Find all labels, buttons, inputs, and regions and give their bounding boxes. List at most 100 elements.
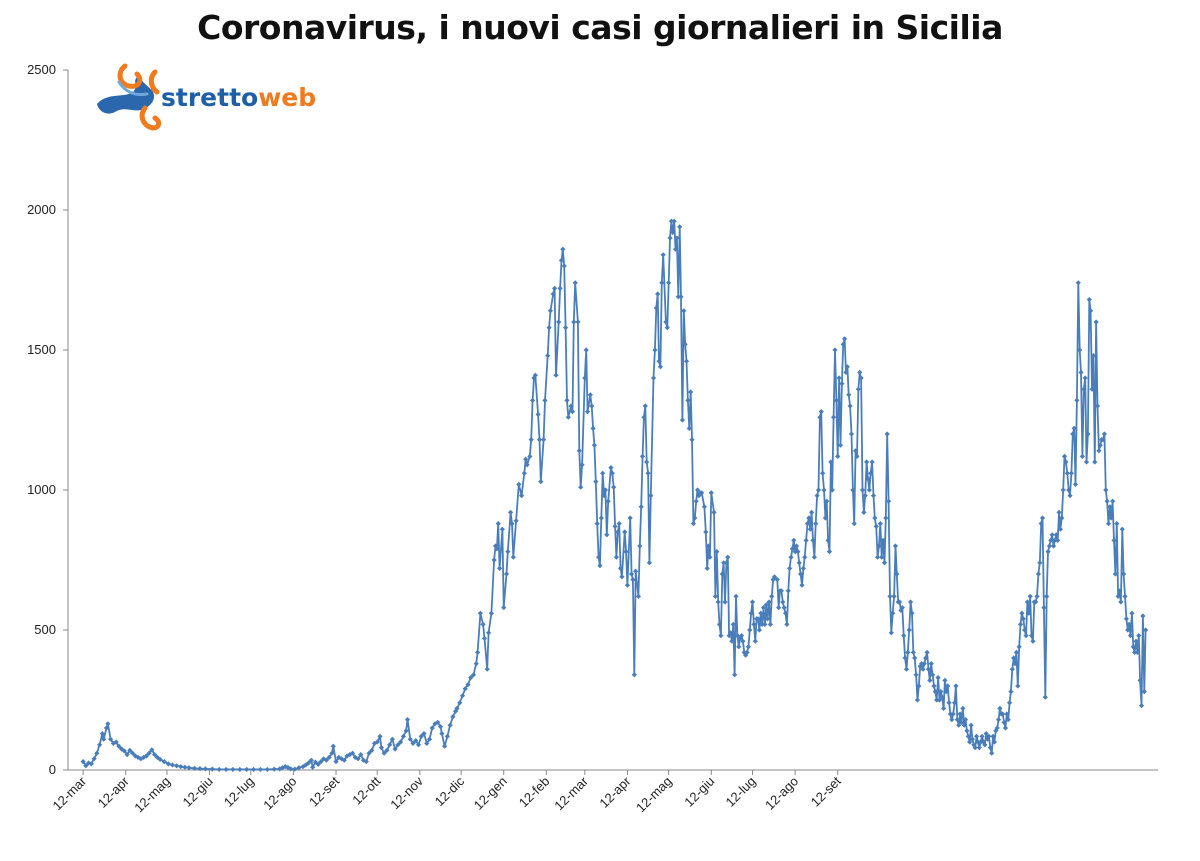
data-point — [591, 442, 598, 448]
data-point — [308, 757, 314, 763]
data-point — [868, 470, 874, 476]
data-point — [622, 529, 628, 535]
data-point — [656, 358, 662, 364]
data-point — [407, 736, 413, 742]
data-point — [1085, 431, 1091, 437]
data-point — [91, 756, 97, 762]
data-point — [257, 766, 264, 773]
data-point — [1020, 616, 1026, 622]
data-point — [802, 554, 808, 560]
x-tick-label: 12-apr — [596, 773, 634, 811]
data-point — [462, 686, 468, 692]
data-point — [1077, 347, 1083, 353]
data-point — [1028, 633, 1035, 639]
data-point — [800, 565, 806, 571]
data-point — [453, 708, 459, 714]
data-point — [1046, 543, 1053, 549]
data-point — [811, 554, 817, 560]
data-point — [197, 766, 203, 772]
data-point — [1024, 599, 1031, 605]
data-point — [946, 700, 952, 706]
data-point — [714, 549, 720, 555]
data-point — [1071, 425, 1077, 431]
data-point — [979, 733, 985, 739]
data-point — [437, 724, 444, 730]
data-point — [587, 392, 593, 398]
data-point — [848, 431, 855, 437]
data-point — [901, 633, 907, 639]
data-point — [1133, 638, 1139, 644]
data-point — [678, 294, 684, 300]
data-point — [418, 733, 424, 739]
data-point — [540, 437, 547, 443]
data-point — [161, 759, 167, 765]
data-point — [1118, 599, 1124, 605]
data-point — [792, 549, 798, 555]
data-point — [395, 742, 401, 748]
data-point — [833, 397, 839, 403]
data-point — [1016, 644, 1022, 650]
data-point — [1042, 694, 1048, 700]
x-tick-label: 12-set — [808, 773, 844, 809]
data-point — [962, 717, 969, 723]
x-tick-label: 12-nov — [387, 773, 426, 812]
data-point — [892, 543, 899, 549]
data-point — [681, 308, 687, 314]
series-layer — [82, 220, 1147, 771]
data-point — [358, 752, 364, 758]
data-point — [459, 693, 466, 699]
data-point — [635, 593, 642, 599]
data-point — [1086, 297, 1092, 303]
data-point — [828, 459, 834, 465]
data-point — [668, 218, 675, 224]
data-point — [870, 493, 877, 499]
data-point — [312, 759, 319, 765]
data-point — [1039, 515, 1046, 521]
data-point — [1045, 549, 1051, 555]
data-point — [330, 743, 336, 749]
data-point — [887, 593, 893, 599]
x-tick-label: 12-mar — [50, 773, 90, 813]
data-point — [279, 765, 286, 771]
data-point — [1103, 487, 1109, 493]
data-point — [130, 750, 136, 756]
data-point — [562, 325, 569, 331]
data-point — [759, 621, 765, 627]
data-point — [899, 605, 905, 611]
data-point — [825, 537, 831, 543]
data-point — [1001, 719, 1007, 725]
data-point — [932, 689, 938, 695]
data-point — [590, 425, 596, 431]
data-point — [912, 655, 918, 661]
x-tick-label: 12-ott — [349, 773, 383, 807]
data-point — [475, 649, 481, 655]
data-point — [569, 409, 576, 415]
data-point — [758, 610, 764, 616]
data-point — [1017, 621, 1024, 627]
x-tick-label: 12-lug — [221, 774, 257, 810]
data-point — [305, 760, 312, 766]
data-point — [1034, 593, 1040, 599]
data-point — [659, 280, 665, 286]
data-point — [1072, 481, 1079, 487]
data-point — [839, 381, 845, 387]
data-point — [1070, 431, 1076, 437]
data-point — [689, 437, 695, 443]
data-point — [557, 285, 563, 291]
data-point — [726, 633, 732, 639]
data-point — [561, 263, 567, 269]
data-point — [934, 697, 940, 703]
data-point — [840, 341, 846, 347]
data-point — [560, 246, 566, 252]
data-point — [961, 722, 967, 728]
data-point — [88, 761, 94, 767]
data-point — [778, 588, 784, 594]
data-point — [513, 518, 519, 524]
data-point — [631, 672, 637, 678]
data-point — [874, 554, 881, 560]
data-point — [686, 425, 692, 431]
data-point — [993, 728, 999, 734]
data-point — [584, 409, 591, 415]
data-point — [671, 218, 677, 224]
data-point — [987, 745, 993, 751]
